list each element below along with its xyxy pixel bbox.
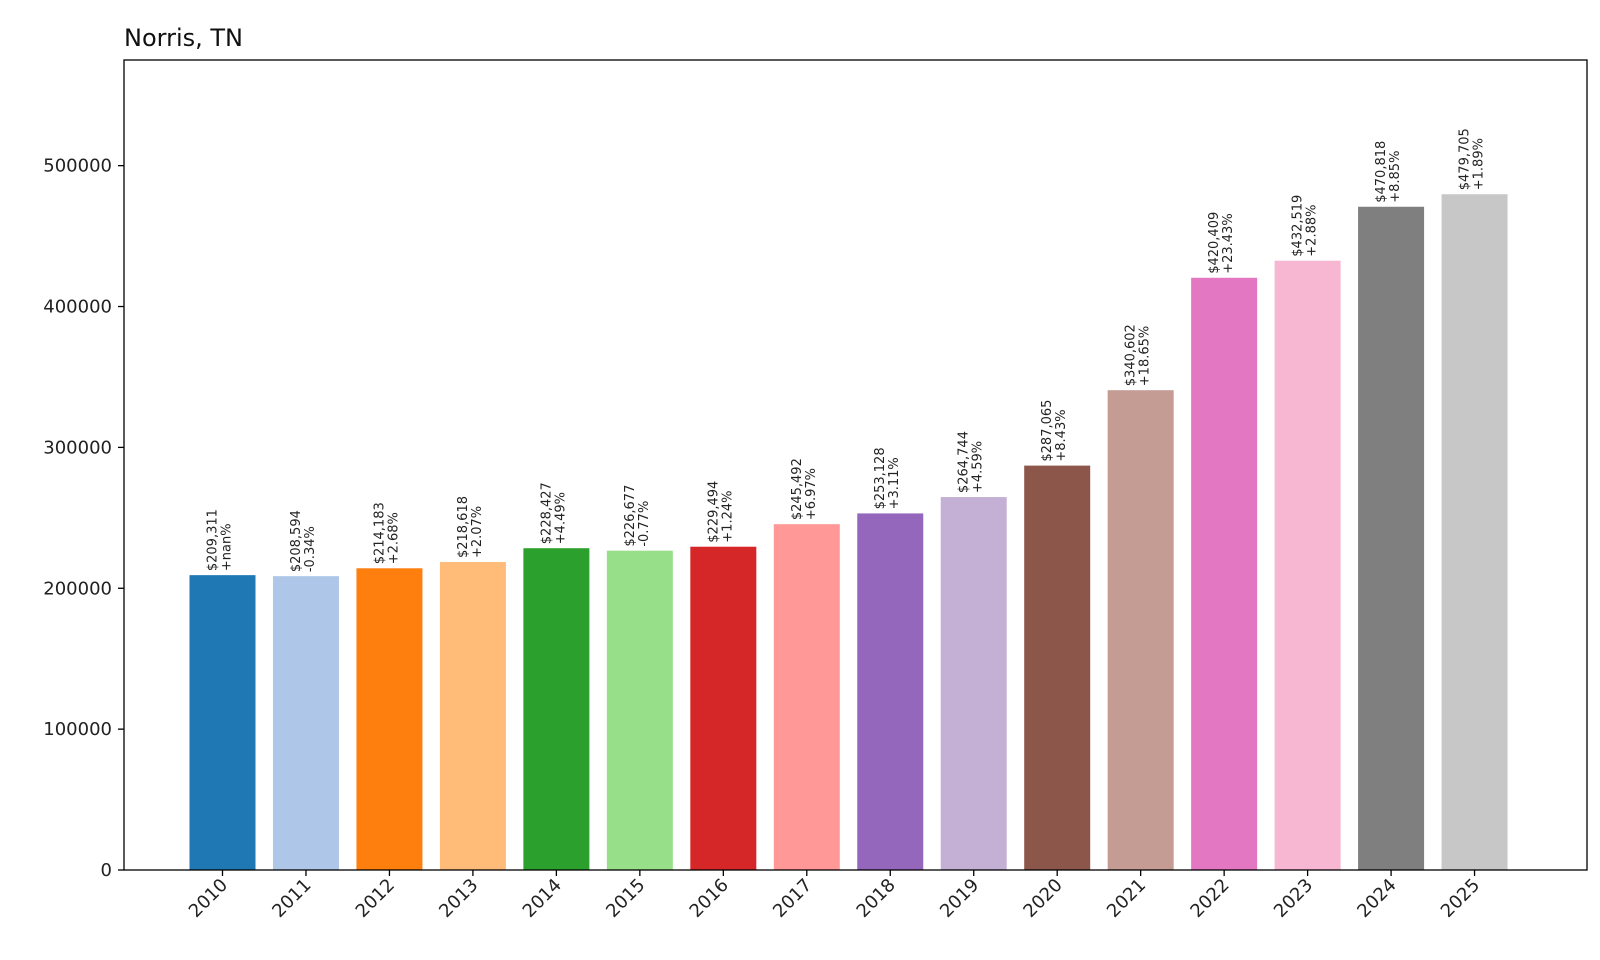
- bar: [1107, 390, 1174, 870]
- y-tick-label: 100000: [43, 719, 112, 740]
- bar-change-label: +23.43%: [1221, 213, 1236, 273]
- bar-value-label: $340,602: [1124, 324, 1139, 386]
- bar-change-label: -0.34%: [303, 526, 318, 572]
- x-tick-label: 2014: [519, 875, 566, 922]
- x-tick-label: 2016: [686, 875, 733, 922]
- bars-group: [189, 194, 1508, 871]
- bar-change-label: +18.65%: [1138, 326, 1153, 386]
- bar-change-label: +3.11%: [887, 457, 902, 509]
- bar-value-label: $228,427: [539, 482, 554, 544]
- x-tick-label: 2022: [1186, 875, 1233, 922]
- bar-value-label: $209,311: [206, 509, 221, 571]
- bar: [773, 524, 840, 870]
- y-tick-label: 400000: [43, 297, 112, 318]
- bar-change-label: +nan%: [220, 523, 235, 571]
- bar: [857, 513, 924, 870]
- bar-change-label: +6.97%: [804, 468, 819, 520]
- bar: [606, 550, 673, 870]
- bar-change-label: +4.49%: [553, 492, 568, 544]
- bar: [690, 546, 757, 870]
- x-tick-label: 2024: [1353, 875, 1400, 922]
- bar-value-label: $287,065: [1040, 400, 1055, 462]
- x-tick-label: 2023: [1270, 875, 1317, 922]
- bar-change-label: +4.59%: [971, 441, 986, 493]
- bar-change-label: +2.07%: [470, 506, 485, 558]
- bar: [940, 497, 1007, 870]
- x-tick-label: 2021: [1103, 875, 1150, 922]
- bar: [1191, 277, 1258, 870]
- bar-value-label: $208,594: [289, 510, 304, 572]
- bar-value-label: $214,183: [372, 502, 387, 564]
- plot-frame: [123, 59, 1588, 871]
- bar: [1358, 206, 1425, 870]
- bar-change-label: -0.77%: [637, 501, 652, 547]
- y-tick-label: 500000: [43, 156, 112, 177]
- x-tick-label: 2019: [936, 875, 983, 922]
- x-axis: 2010 2011 2012 2013 2014 2015 2016 2017 2018 2019…: [185, 870, 1484, 922]
- y-tick-label: 300000: [43, 437, 112, 458]
- bar-value-label: $470,818: [1374, 141, 1389, 203]
- bar-change-label: +8.85%: [1388, 151, 1403, 203]
- bar-change-label: +1.24%: [720, 491, 735, 543]
- x-tick-label: 2012: [352, 875, 399, 922]
- bar: [1274, 260, 1341, 870]
- x-tick-label: 2010: [185, 875, 232, 922]
- x-tick-label: 2018: [853, 875, 900, 922]
- y-tick-label: 200000: [43, 578, 112, 599]
- bar-value-label: $432,519: [1291, 195, 1306, 257]
- bar-value-label: $479,705: [1458, 128, 1473, 190]
- bar: [1441, 194, 1508, 871]
- bar-value-label: $226,677: [623, 485, 638, 547]
- bar: [1024, 465, 1091, 870]
- bar: [189, 575, 256, 870]
- bar-change-label: +8.43%: [1054, 409, 1069, 461]
- data-labels-group: $209,311 +nan% $208,594 -0.34% $214,183 +2.68…: [206, 128, 1487, 572]
- x-tick-label: 2015: [602, 875, 649, 922]
- x-tick-label: 2025: [1437, 875, 1484, 922]
- bar-value-label: $253,128: [873, 447, 888, 509]
- bar: [272, 576, 339, 870]
- bar: [356, 568, 423, 870]
- bar-value-label: $245,492: [790, 458, 805, 520]
- bar: [439, 562, 506, 870]
- bar-value-label: $264,744: [957, 431, 972, 493]
- bar-change-label: +2.88%: [1305, 205, 1320, 257]
- bar-value-label: $229,494: [706, 481, 721, 543]
- bar-change-label: +2.68%: [386, 512, 401, 564]
- x-tick-label: 2017: [769, 875, 816, 922]
- bar-change-label: +1.89%: [1472, 138, 1487, 190]
- y-axis: 0 100000 200000 300000 400000 500000: [43, 156, 124, 881]
- bar-value-label: $218,618: [456, 496, 471, 558]
- x-tick-label: 2013: [435, 875, 482, 922]
- x-tick-label: 2020: [1019, 875, 1066, 922]
- x-tick-label: 2011: [268, 875, 315, 922]
- chart-title: Norris, TN: [124, 24, 243, 52]
- bar-value-label: $420,409: [1207, 212, 1222, 274]
- y-tick-label: 0: [101, 860, 112, 881]
- bar: [523, 548, 590, 870]
